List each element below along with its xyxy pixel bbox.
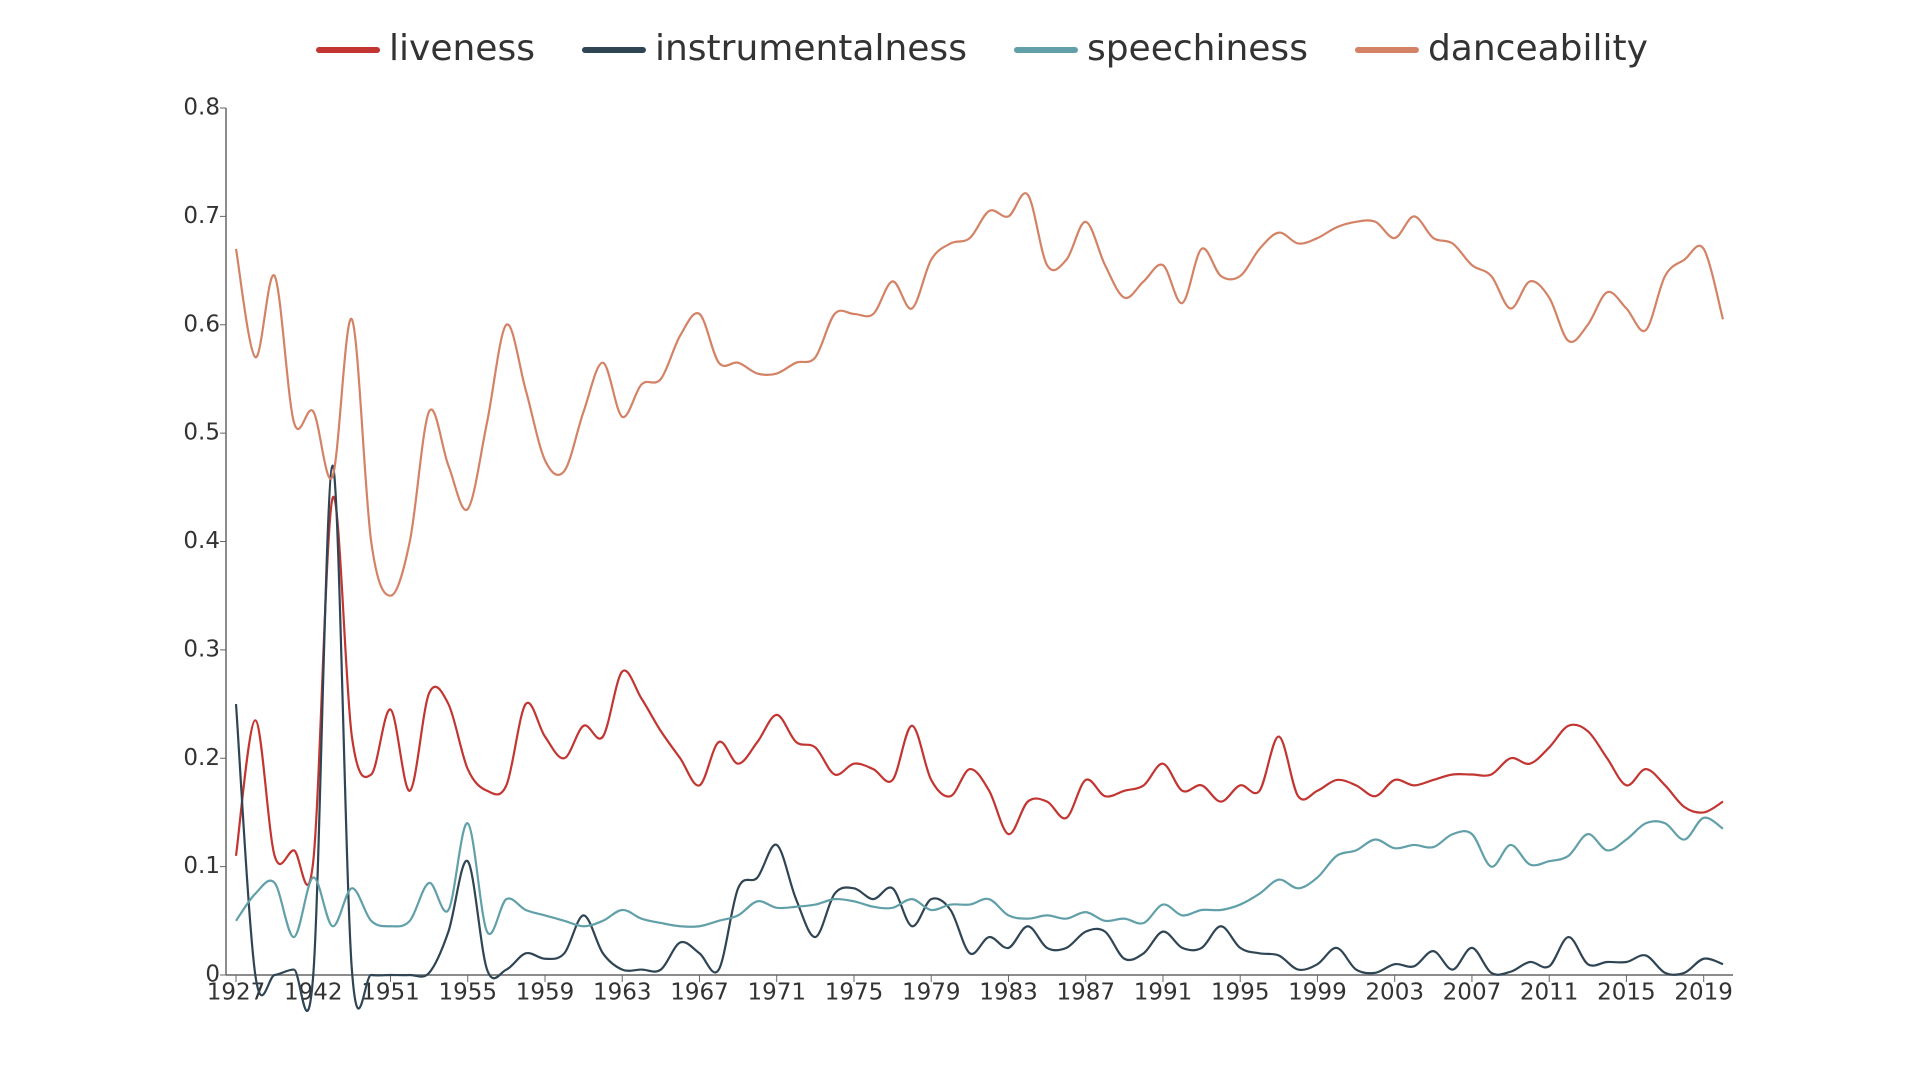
x-tick-label: 2011	[1520, 980, 1579, 1006]
x-tick-label: 1991	[1134, 980, 1193, 1006]
x-tick-label: 1963	[593, 980, 652, 1006]
legend-label: liveness	[389, 28, 535, 69]
x-tick-label: 1995	[1211, 980, 1270, 1006]
x-tick-label: 2015	[1597, 980, 1656, 1006]
x-tick-label: 1967	[670, 980, 729, 1006]
line-series	[234, 192, 1725, 597]
x-tick-label: 1959	[516, 980, 575, 1006]
x-tick-label: 1975	[825, 980, 884, 1006]
line-series	[234, 464, 1724, 1012]
y-tick-label: 0	[205, 962, 220, 988]
legend-label: speechiness	[1087, 28, 1308, 69]
y-tick-label: 0.3	[183, 636, 220, 662]
y-tick-label: 0.1	[183, 853, 220, 879]
y-tick-label: 0.2	[183, 745, 220, 771]
line-series	[235, 816, 1724, 939]
x-tick-label: 1983	[979, 980, 1038, 1006]
x-tick-label: 1979	[902, 980, 961, 1006]
x-tick-label: 2019	[1674, 980, 1733, 1006]
x-tick-label: 1955	[438, 980, 497, 1006]
y-tick-label: 0.7	[183, 203, 220, 229]
x-tick-label: 1951	[361, 980, 420, 1006]
x-tick-label: 1987	[1056, 980, 1115, 1006]
x-tick-label: 1999	[1288, 980, 1347, 1006]
x-tick-label: 2003	[1365, 980, 1424, 1006]
x-tick-label: 2007	[1443, 980, 1502, 1006]
line-series	[234, 495, 1724, 886]
legend-label: instrumentalness	[655, 28, 967, 69]
y-tick-label: 0.4	[183, 528, 220, 554]
y-tick-label: 0.6	[183, 311, 220, 337]
x-tick-label: 1971	[747, 980, 806, 1006]
y-tick-label: 0.8	[183, 95, 220, 121]
x-tick-label: 1927	[207, 980, 266, 1006]
legend-label: danceability	[1428, 28, 1648, 69]
y-tick-label: 0.5	[183, 420, 220, 446]
